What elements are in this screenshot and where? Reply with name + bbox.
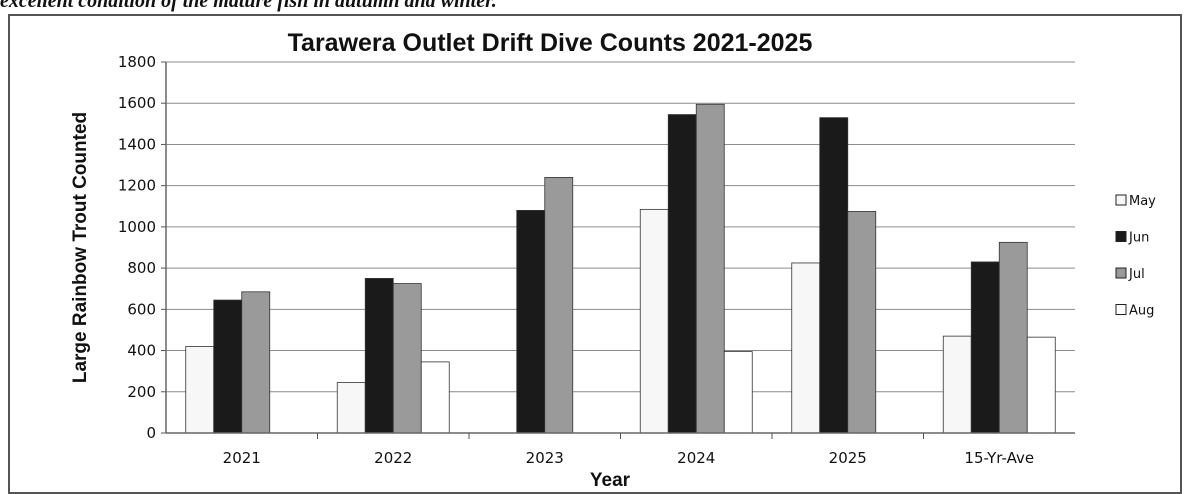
bar-aug-2024 bbox=[723, 351, 753, 434]
bar-jul-2024 bbox=[695, 103, 725, 434]
bar-may-2024 bbox=[639, 208, 669, 434]
bar-jul-2025 bbox=[847, 211, 877, 434]
legend-label-jun: Jun bbox=[1128, 231, 1149, 246]
bar-jul-15-yr-ave bbox=[998, 241, 1028, 434]
legend: May Jun Jul Aug bbox=[1115, 194, 1156, 319]
bar-may-2025 bbox=[791, 262, 821, 434]
bar-jun-2021 bbox=[213, 299, 243, 434]
x-tick-label: 2025 bbox=[829, 449, 867, 467]
y-tick-labels: 0 200 400 600 800 1000 1200 1400 1600 1800 bbox=[118, 53, 156, 442]
y-axis-title: Large Rainbow Trout Counted bbox=[70, 112, 91, 383]
x-tick-label: 15-Yr-Ave bbox=[964, 449, 1034, 467]
bar-jul-2023 bbox=[544, 177, 574, 434]
bar-jun-2025 bbox=[819, 117, 849, 434]
y-tick-label: 600 bbox=[127, 300, 156, 318]
legend-swatch-jul bbox=[1115, 267, 1127, 279]
bars bbox=[185, 103, 1056, 434]
x-tick-labels: 2021 2022 2023 2024 2025 15-Yr-Ave bbox=[223, 433, 1034, 467]
legend-label-jul: Jul bbox=[1128, 267, 1145, 282]
bar-may-2022 bbox=[336, 382, 366, 434]
bar-jul-2021 bbox=[241, 291, 271, 434]
legend-label-aug: Aug bbox=[1129, 304, 1154, 319]
bar-may-2021 bbox=[185, 346, 215, 434]
legend-label-may: May bbox=[1129, 194, 1156, 209]
x-tick-label: 2024 bbox=[677, 449, 715, 467]
y-tick-label: 1600 bbox=[118, 94, 156, 112]
y-tick-label: 0 bbox=[146, 424, 156, 442]
chart-title: Tarawera Outlet Drift Dive Counts 2021-2… bbox=[288, 29, 813, 57]
bar-aug-2022 bbox=[420, 361, 450, 434]
bar-jul-2022 bbox=[392, 283, 422, 434]
x-tick-label: 2022 bbox=[374, 449, 412, 467]
bar-jun-15-yr-ave bbox=[970, 261, 1000, 434]
x-tick-label: 2021 bbox=[223, 449, 261, 467]
y-tick-label: 1400 bbox=[118, 135, 156, 153]
y-tick-label: 400 bbox=[127, 342, 156, 360]
gridlines bbox=[161, 61, 1075, 434]
bar-jun-2022 bbox=[364, 278, 394, 434]
document-caption-fragment: excellent condition of the mature fish i… bbox=[0, 0, 497, 12]
bar-may-15-yr-ave bbox=[942, 335, 972, 434]
y-tick-label: 800 bbox=[127, 259, 156, 277]
legend-swatch-jun bbox=[1115, 231, 1127, 242]
bar-jun-2023 bbox=[516, 209, 546, 434]
x-axis-title: Year bbox=[590, 470, 631, 488]
y-tick-label: 1200 bbox=[118, 177, 156, 195]
x-tick-label: 2023 bbox=[526, 449, 564, 467]
legend-swatch-aug bbox=[1115, 304, 1127, 315]
bar-aug-15-yr-ave bbox=[1026, 336, 1056, 434]
bar-jun-2024 bbox=[667, 114, 697, 434]
y-tick-label: 200 bbox=[127, 383, 156, 401]
legend-swatch-may bbox=[1115, 194, 1127, 206]
y-tick-label: 1800 bbox=[118, 53, 156, 71]
y-tick-label: 1000 bbox=[118, 218, 156, 236]
